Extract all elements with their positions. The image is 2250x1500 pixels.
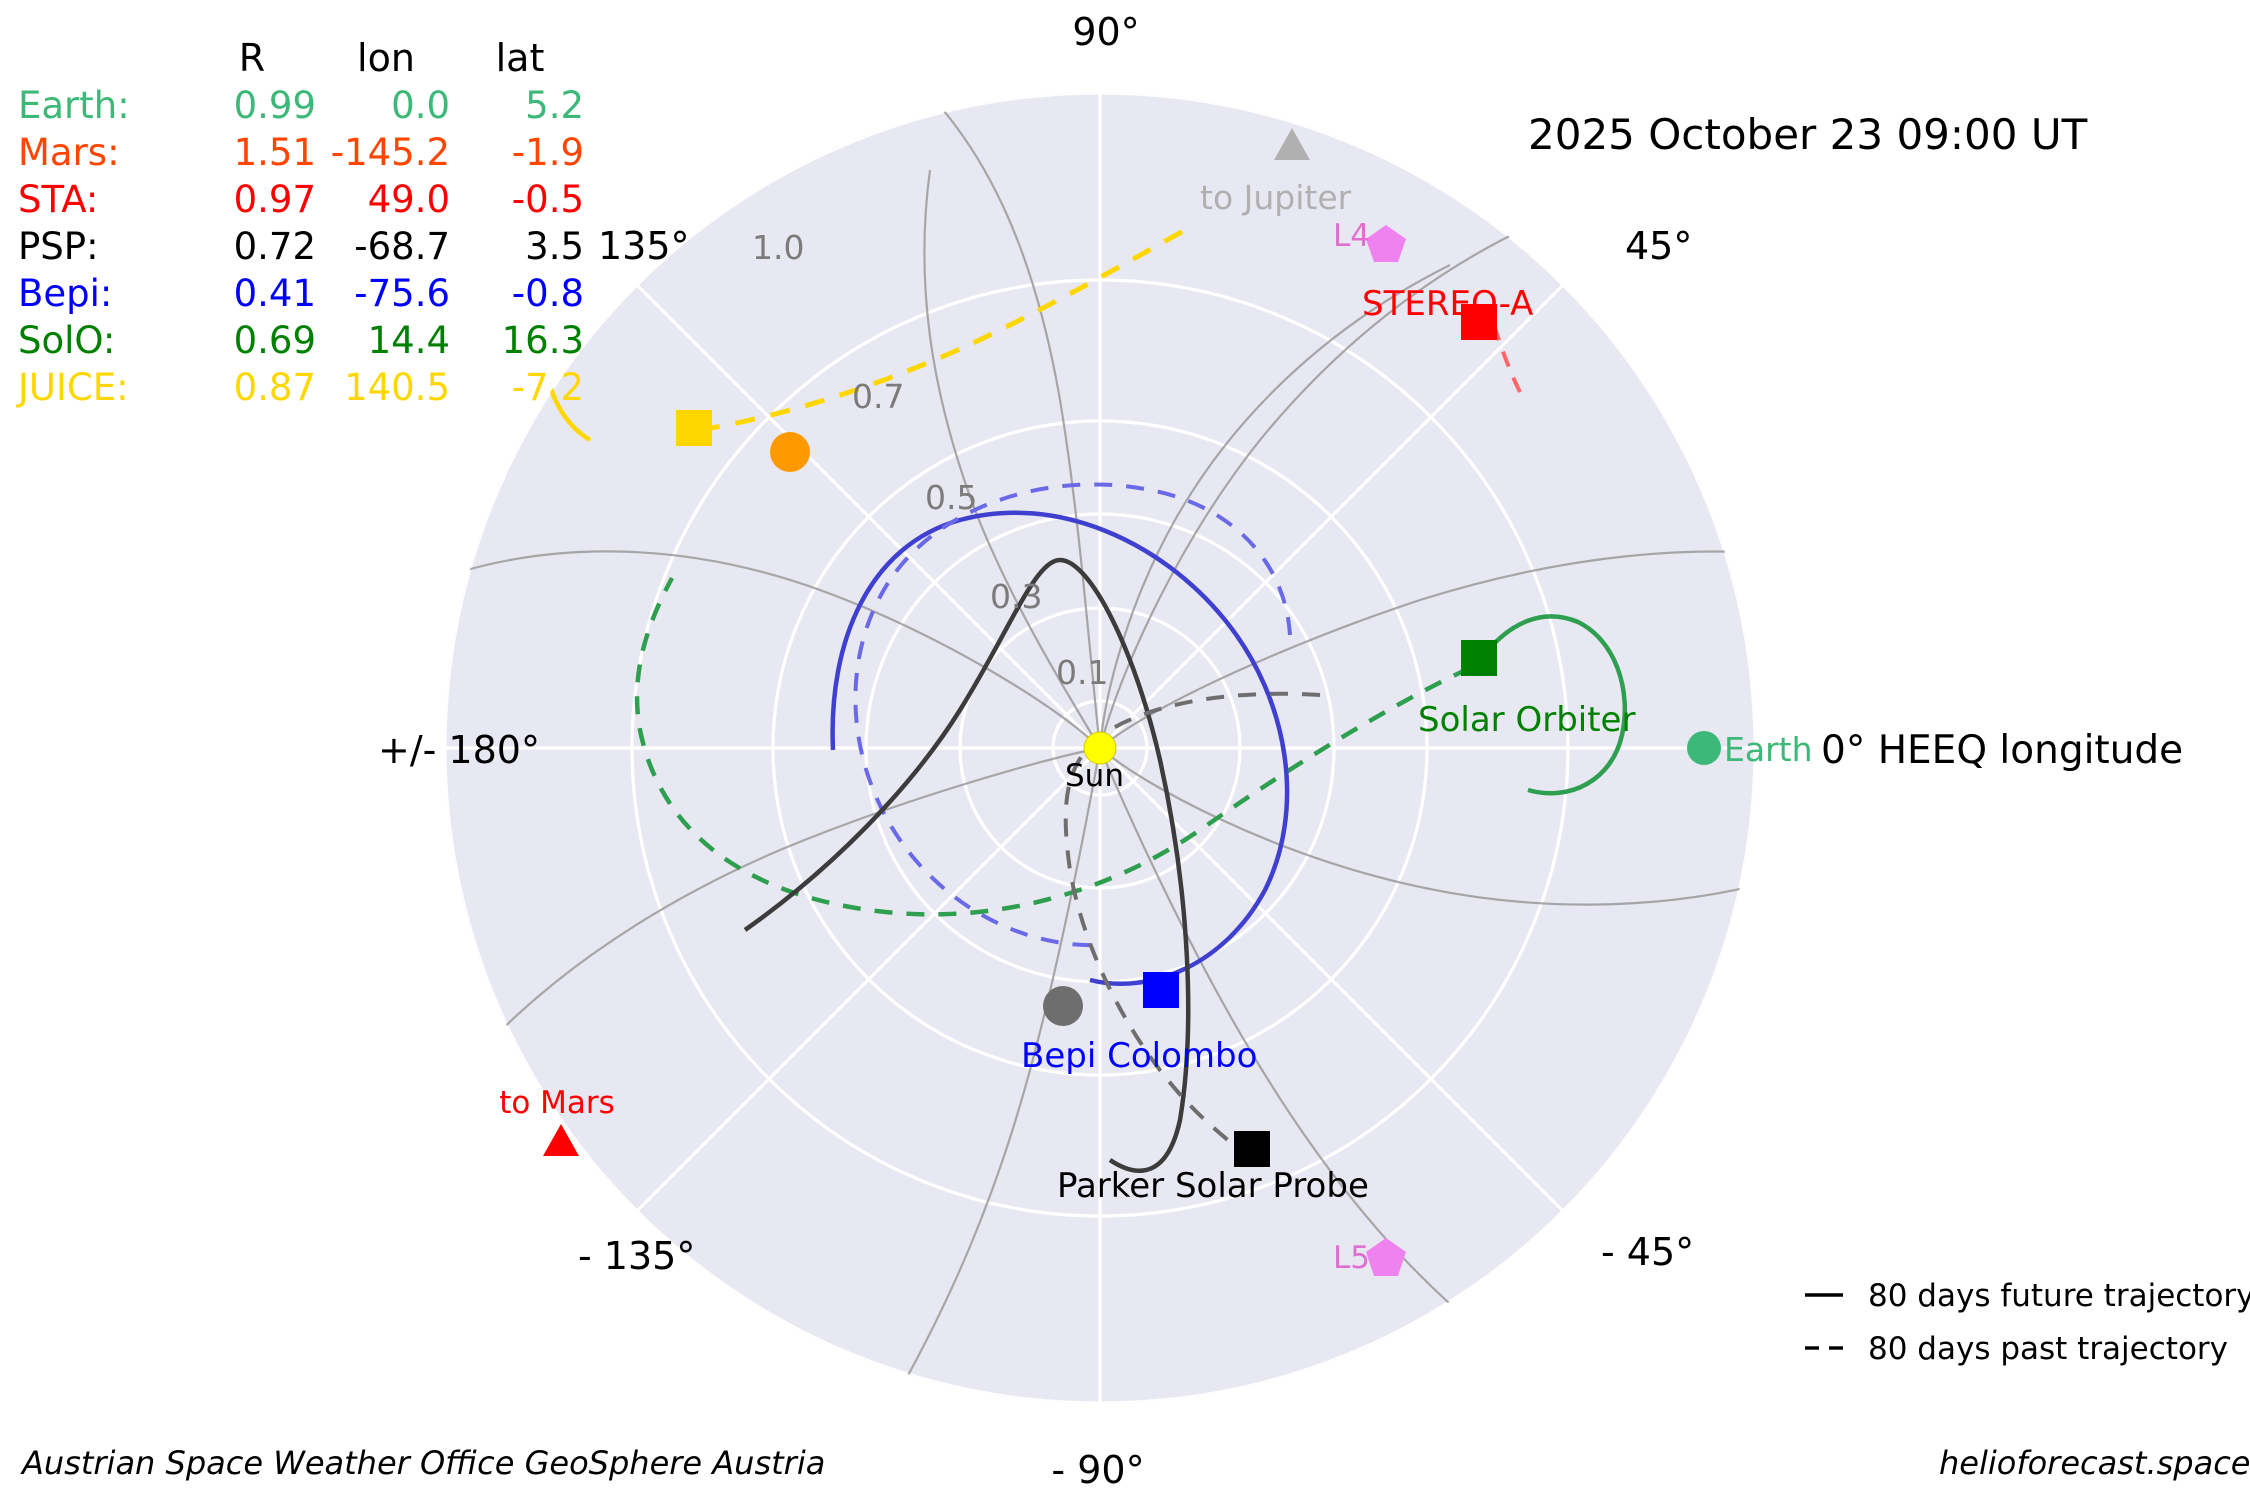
row-lon: -145.2 (330, 131, 450, 174)
solar-orbiter-label: Solar Orbiter (1418, 700, 1636, 740)
row-name: SolO: (18, 319, 116, 362)
table-row: SolO: 0.69 14.4 16.3 (18, 317, 590, 364)
l5-label: L5 (1333, 1240, 1370, 1276)
axis-label-minus-135: - 135° (578, 1234, 696, 1278)
table-row: STA: 0.97 49.0 -0.5 (18, 176, 590, 223)
row-lon: 0.0 (391, 84, 450, 127)
trajectory-psp-past (1063, 691, 1321, 1162)
earth-label: Earth (1724, 730, 1813, 769)
legend-lines (1805, 1293, 1843, 1350)
row-lat: -1.9 (511, 131, 584, 174)
row-lat: -0.8 (511, 272, 584, 315)
earth-marker[interactable] (1687, 731, 1721, 765)
mars-direction-marker[interactable] (543, 1124, 579, 1156)
axis-label-180: +/- 180° (378, 728, 540, 772)
row-lat: 5.2 (525, 84, 584, 127)
trajectory-solo-past (634, 576, 1471, 917)
parker-solar-probe-marker[interactable] (1234, 1131, 1270, 1167)
row-r: 0.97 (233, 178, 316, 221)
solar-orbiter-marker[interactable] (1461, 640, 1497, 676)
trajectory-solo-future (1478, 614, 1628, 796)
row-r: 0.72 (233, 225, 316, 268)
stereo-a-label: STEREO-A (1362, 284, 1534, 324)
stereo-a-marker[interactable] (1461, 304, 1497, 340)
table-header-row: R lon lat (18, 34, 590, 82)
axis-label-0: 0° HEEQ longitude (1821, 728, 2184, 773)
mars-direction-label: to Mars (499, 1085, 615, 1121)
row-name: Mars: (18, 131, 120, 174)
row-r: 0.69 (233, 319, 316, 362)
row-name: STA: (18, 178, 99, 221)
radial-label-0-5: 0.5 (925, 478, 978, 517)
row-lon: -75.6 (354, 272, 450, 315)
table-header-blank (18, 34, 188, 82)
axis-label-90: 90° (1072, 10, 1140, 54)
footer-right: helioforecast.space (1939, 1444, 2250, 1482)
trajectory-juice-past (699, 227, 1187, 433)
jupiter-direction-label: to Jupiter (1200, 178, 1352, 217)
axis-label-minus-90: - 90° (1051, 1448, 1145, 1492)
bepi-colombo-label: Bepi Colombo (1021, 1036, 1258, 1076)
body-markers (543, 128, 1721, 1276)
table-row: Mars: 1.51 -145.2 -1.9 (18, 129, 590, 176)
venus-marker[interactable] (770, 432, 810, 472)
table-row: Bepi: 0.41 -75.6 -0.8 (18, 270, 590, 317)
row-lat: 3.5 (525, 225, 584, 268)
axis-label-135: 135° (598, 224, 690, 268)
mercury-marker[interactable] (1043, 986, 1083, 1026)
l5-marker[interactable] (1366, 1238, 1406, 1276)
axis-label-45: 45° (1625, 224, 1693, 268)
l4-label: L4 (1333, 218, 1370, 254)
row-lon: 14.4 (367, 319, 450, 362)
row-name: JUICE: (18, 366, 129, 409)
row-lat: -7.2 (511, 366, 584, 409)
radial-label-0-3: 0.3 (990, 577, 1043, 616)
row-name: PSP: (18, 225, 99, 268)
sun-label: Sun (1065, 758, 1124, 794)
table-header-lon: lon (357, 36, 415, 80)
row-r: 1.51 (233, 131, 316, 174)
position-table: R lon lat Earth: 0.99 0.0 5.2 Mars: 1.51… (18, 34, 590, 411)
sun-marker[interactable] (1083, 731, 1117, 765)
juice-marker[interactable] (676, 410, 712, 446)
bepi-colombo-marker[interactable] (1143, 972, 1179, 1008)
table-row: JUICE: 0.87 140.5 -7.2 (18, 364, 590, 411)
table-header-r: R (238, 36, 266, 80)
table-header-lat: lat (495, 36, 545, 80)
footer-left: Austrian Space Weather Office GeoSphere … (22, 1444, 826, 1482)
row-lat: 16.3 (501, 319, 584, 362)
parker-solar-probe-label: Parker Solar Probe (1057, 1166, 1369, 1206)
table-row: Earth: 0.99 0.0 5.2 (18, 82, 590, 129)
radial-label-0-7: 0.7 (852, 377, 905, 416)
table-row: PSP: 0.72 -68.7 3.5 (18, 223, 590, 270)
page-title: 2025 October 23 09:00 UT (1528, 110, 2088, 159)
l4-marker[interactable] (1366, 225, 1406, 262)
row-r: 0.41 (233, 272, 316, 315)
row-lon: 49.0 (367, 178, 450, 221)
row-lat: -0.5 (511, 178, 584, 221)
row-r: 0.99 (233, 84, 316, 127)
radial-label-0-1: 0.1 (1056, 653, 1109, 692)
row-name: Earth: (18, 84, 130, 127)
legend-future-label: 80 days future trajectory (1868, 1278, 2250, 1314)
axis-label-minus-45: - 45° (1601, 1230, 1695, 1274)
row-r: 0.87 (233, 366, 316, 409)
row-lon: -68.7 (354, 225, 450, 268)
jupiter-direction-marker[interactable] (1274, 128, 1310, 160)
row-lon: 140.5 (344, 366, 450, 409)
legend-past-label: 80 days past trajectory (1868, 1331, 2228, 1367)
row-name: Bepi: (18, 272, 113, 315)
trajectory-psp-future (743, 557, 1191, 1173)
radial-label-1-0: 1.0 (752, 228, 805, 267)
trajectory-bepi-future (830, 510, 1290, 986)
